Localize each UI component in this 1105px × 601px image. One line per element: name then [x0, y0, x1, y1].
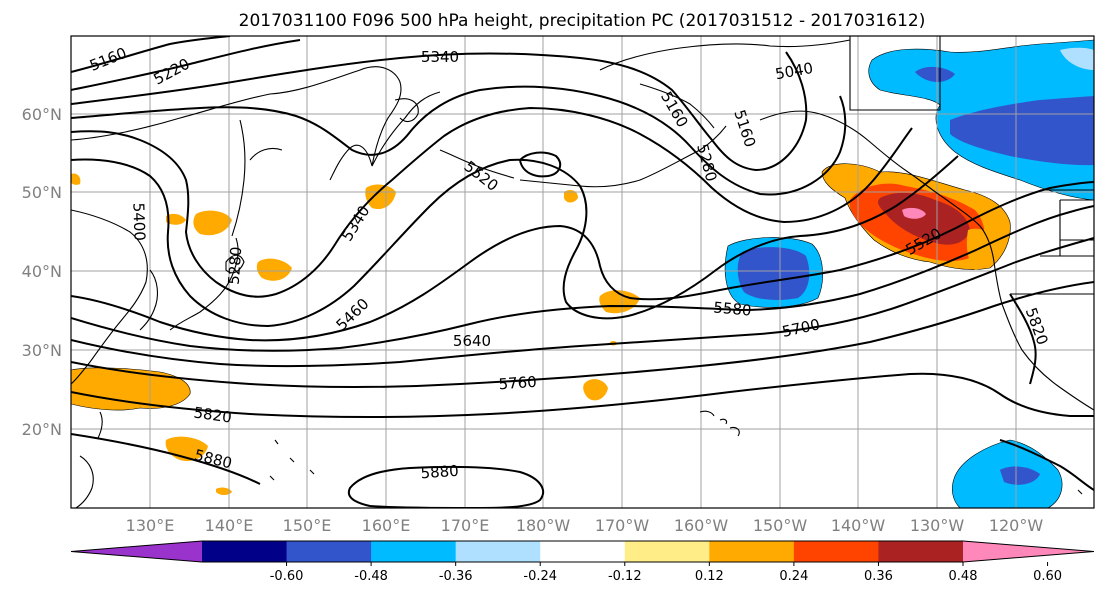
contour-label: 5400 [129, 202, 148, 241]
colorbar-segment [202, 541, 288, 562]
precip-blob [193, 210, 232, 236]
precip-blob [216, 487, 232, 495]
colorbar-tick-label: 0.60 [1033, 569, 1062, 584]
map-frame [70, 35, 1095, 509]
precip-blob [583, 379, 608, 401]
colorbar-ticks: -0.60 -0.48 -0.36 -0.24 -0.12 0.12 0.24 0.36 0.4… [270, 562, 1062, 584]
contour-label: 5880 [420, 462, 459, 483]
contour-label: 5340 [421, 48, 459, 66]
colorbar-extend-low [71, 541, 202, 562]
colorbar-segment [793, 541, 879, 562]
lat-label: 40°N [22, 262, 62, 281]
lon-label: 150°W [753, 516, 808, 535]
colorbar-outline [70, 540, 1095, 563]
lon-label: 130°W [910, 516, 965, 535]
lat-label: 60°N [22, 105, 62, 124]
lat-label: 30°N [22, 341, 62, 360]
lon-label: 160°E [362, 516, 411, 535]
precip-peak-region [902, 207, 926, 219]
lon-label: 150°E [283, 516, 332, 535]
colorbar-segment [624, 541, 710, 562]
precip-negative-ne-light [1060, 47, 1094, 70]
contour-label: 5760 [498, 373, 537, 394]
colorbar-segment [878, 541, 964, 562]
precip-blob [256, 258, 292, 281]
colorbar [70, 540, 1095, 563]
colorbar-tick-label: -0.60 [270, 569, 304, 584]
precip-blob [564, 190, 578, 203]
lon-label: 120°W [989, 516, 1044, 535]
precip-negative-ne-top [915, 66, 955, 82]
precip-blob [365, 184, 396, 210]
latitude-labels: 60°N 50°N 40°N 30°N 20°N [22, 105, 62, 439]
precip-negative-strong [737, 247, 810, 300]
colorbar-segment [455, 541, 541, 562]
lon-label: 130°E [126, 516, 175, 535]
precip-positive-small [966, 228, 1000, 270]
colorbar-tick-label: 0.12 [695, 569, 724, 584]
lon-label: 170°E [441, 516, 490, 535]
lat-label: 50°N [22, 183, 62, 202]
contour-label: 5580 [713, 298, 753, 319]
colorbar-tick-label: -0.24 [523, 569, 557, 584]
height-contours [71, 36, 1094, 508]
colorbar-tick-label: 0.24 [779, 569, 808, 584]
lat-label: 20°N [22, 420, 62, 439]
longitude-labels: 130°E 140°E 150°E 160°E 170°E 180°W 170°… [126, 516, 1044, 535]
precip-blob [71, 367, 191, 411]
lon-label: 140°E [205, 516, 254, 535]
colorbar-tick-label: -0.12 [608, 569, 642, 584]
precip-blob [166, 213, 186, 225]
colorbar-segment [709, 541, 795, 562]
colorbar-segment [540, 541, 626, 562]
precip-negative-se-strong [1000, 466, 1040, 485]
colorbar-tick-label: 0.48 [949, 569, 978, 584]
colorbar-extend-high [963, 541, 1094, 562]
lon-label: 180°W [516, 516, 571, 535]
colorbar-tick-label: 0.36 [864, 569, 893, 584]
lon-label: 170°W [595, 516, 650, 535]
precip-negative-ne-strong [950, 96, 1094, 166]
contour-label: 5820 [193, 403, 233, 426]
precip-blob [71, 173, 81, 185]
colorbar-segment [286, 541, 372, 562]
contour-label: 5640 [453, 332, 491, 350]
lon-label: 140°W [831, 516, 886, 535]
colorbar-tick-label: -0.36 [439, 569, 473, 584]
colorbar-segment [371, 541, 457, 562]
contour-label: 5280 [225, 246, 246, 285]
precip-blob [599, 290, 640, 314]
map-area: 5160 5220 5340 5040 5160 5280 5160 5400 … [71, 36, 1094, 508]
precipitation-shading [71, 39, 1094, 508]
lon-label: 160°W [674, 516, 729, 535]
map-title: 2017031100 F096 500 hPa height, precipit… [239, 11, 926, 31]
colorbar-tick-label: -0.48 [354, 569, 388, 584]
